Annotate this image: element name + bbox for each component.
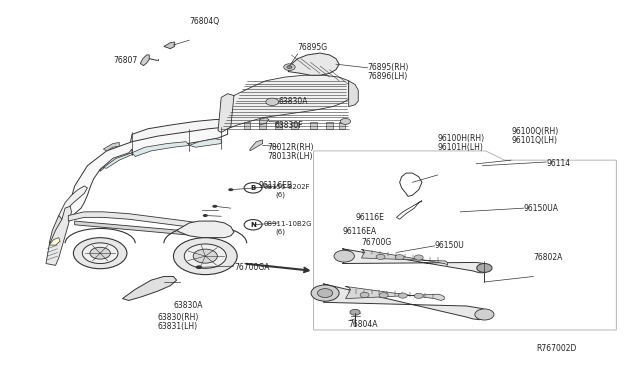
Polygon shape	[218, 94, 234, 132]
Polygon shape	[362, 250, 447, 265]
Text: 63830F: 63830F	[274, 121, 303, 129]
Polygon shape	[75, 221, 221, 238]
Text: (6): (6)	[275, 192, 285, 199]
Text: N: N	[250, 222, 256, 228]
Text: 76804Q: 76804Q	[189, 17, 220, 26]
Circle shape	[212, 205, 218, 208]
Polygon shape	[68, 212, 225, 232]
Circle shape	[414, 255, 423, 260]
Polygon shape	[177, 221, 234, 238]
Text: 96116EA: 96116EA	[342, 227, 376, 235]
Circle shape	[475, 309, 494, 320]
Polygon shape	[140, 55, 149, 65]
Circle shape	[334, 250, 355, 262]
Text: 76807: 76807	[113, 56, 137, 65]
Polygon shape	[221, 75, 349, 131]
Text: 76802A: 76802A	[534, 253, 563, 263]
Text: 78013R(LH): 78013R(LH)	[268, 152, 313, 161]
Text: 96100Q(RH): 96100Q(RH)	[511, 127, 559, 136]
Text: R767002D: R767002D	[537, 344, 577, 353]
Text: 96150U: 96150U	[435, 241, 465, 250]
Bar	[291, 122, 298, 129]
Polygon shape	[342, 249, 489, 273]
Circle shape	[350, 310, 360, 315]
Bar	[244, 122, 250, 129]
Circle shape	[196, 265, 202, 269]
Circle shape	[376, 254, 385, 260]
Polygon shape	[132, 142, 189, 157]
Text: 63830A: 63830A	[278, 97, 308, 106]
Polygon shape	[68, 127, 228, 217]
Text: B: B	[250, 185, 256, 191]
Polygon shape	[189, 139, 221, 147]
Circle shape	[228, 188, 234, 191]
Circle shape	[173, 238, 237, 275]
Text: 63830A: 63830A	[173, 301, 203, 311]
Polygon shape	[221, 96, 234, 131]
Circle shape	[477, 263, 492, 272]
Text: 08911-10B2G: 08911-10B2G	[264, 221, 312, 227]
Circle shape	[193, 249, 218, 263]
Circle shape	[184, 244, 227, 268]
Text: 76700G: 76700G	[362, 238, 392, 247]
Text: 63830(RH): 63830(RH)	[157, 312, 199, 321]
Circle shape	[284, 64, 295, 70]
Circle shape	[414, 293, 423, 298]
Circle shape	[244, 219, 262, 230]
Polygon shape	[129, 119, 228, 155]
Polygon shape	[49, 238, 60, 245]
Polygon shape	[323, 284, 489, 320]
Bar	[326, 122, 333, 129]
Circle shape	[340, 118, 351, 124]
Bar	[339, 122, 346, 129]
Text: 96114: 96114	[546, 158, 570, 168]
Circle shape	[311, 285, 339, 301]
Polygon shape	[346, 286, 444, 301]
Polygon shape	[46, 206, 72, 265]
Polygon shape	[349, 81, 358, 107]
Text: 08156-8202F: 08156-8202F	[264, 184, 310, 190]
Text: 78012R(RH): 78012R(RH)	[268, 143, 314, 152]
Circle shape	[395, 254, 404, 260]
Polygon shape	[100, 149, 132, 171]
Polygon shape	[250, 140, 262, 151]
Text: 76700GA: 76700GA	[234, 263, 269, 272]
Circle shape	[287, 65, 292, 68]
Text: 96101H(LH): 96101H(LH)	[438, 144, 484, 153]
Polygon shape	[288, 53, 339, 75]
Bar	[275, 122, 282, 129]
Circle shape	[360, 292, 369, 298]
Circle shape	[74, 238, 127, 269]
Circle shape	[398, 293, 407, 298]
Text: 96116EB: 96116EB	[259, 182, 293, 190]
Polygon shape	[259, 118, 269, 125]
Circle shape	[244, 183, 262, 193]
Text: (6): (6)	[275, 229, 285, 235]
Text: 96116E: 96116E	[355, 213, 384, 222]
Text: 76895(RH): 76895(RH)	[368, 62, 409, 72]
Polygon shape	[103, 153, 132, 168]
Circle shape	[317, 289, 333, 298]
Bar	[310, 122, 317, 129]
Text: 63831(LH): 63831(LH)	[157, 322, 198, 331]
Polygon shape	[164, 42, 175, 49]
Polygon shape	[122, 276, 177, 301]
Text: 96150UA: 96150UA	[524, 204, 559, 214]
Text: 76804A: 76804A	[349, 320, 378, 329]
Circle shape	[83, 243, 118, 263]
Circle shape	[90, 247, 110, 259]
Text: 96100H(RH): 96100H(RH)	[438, 134, 485, 143]
Text: 76896(LH): 76896(LH)	[368, 72, 408, 81]
Text: 76895G: 76895G	[298, 43, 328, 52]
Polygon shape	[56, 186, 88, 232]
Circle shape	[203, 214, 208, 217]
Polygon shape	[49, 215, 62, 245]
Text: 96101Q(LH): 96101Q(LH)	[511, 136, 557, 145]
Polygon shape	[103, 142, 119, 151]
Circle shape	[266, 98, 278, 106]
Circle shape	[380, 293, 388, 298]
Bar	[259, 122, 266, 129]
